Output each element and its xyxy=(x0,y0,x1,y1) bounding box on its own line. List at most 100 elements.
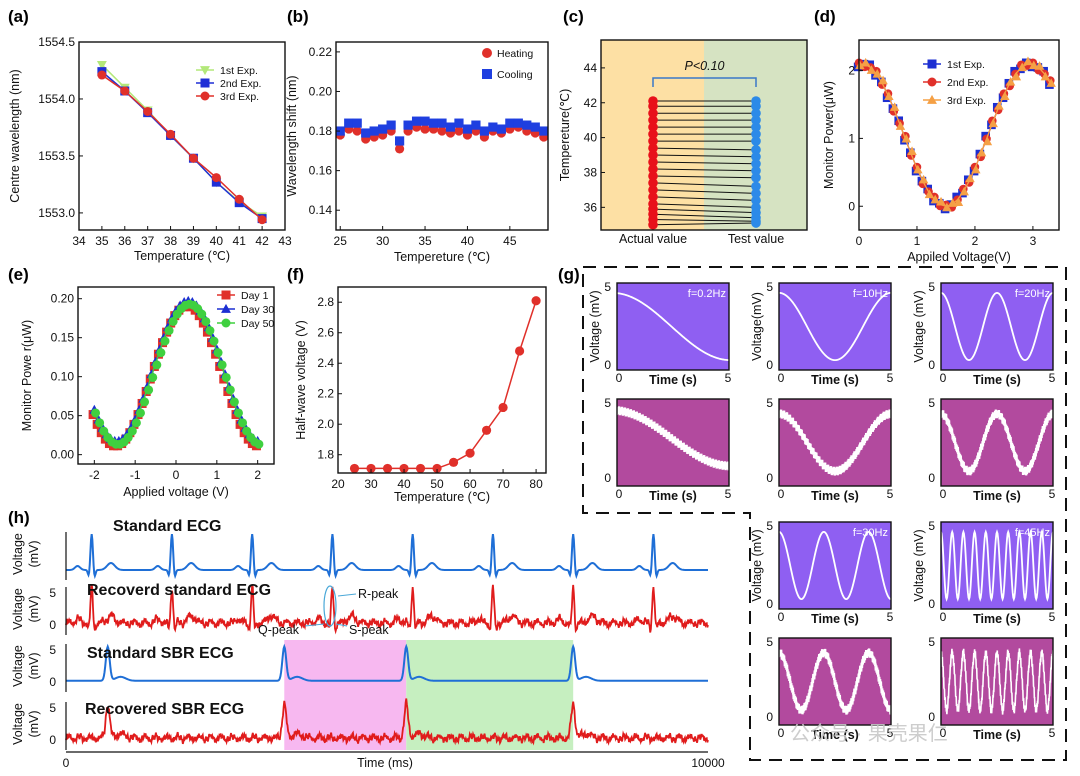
pair-line xyxy=(652,161,757,165)
x-axis-label: Time (s) xyxy=(811,373,859,387)
data-point xyxy=(505,118,515,128)
highlight-region xyxy=(284,640,407,750)
data-point xyxy=(513,118,523,128)
y-tick-label: 5 xyxy=(928,396,935,410)
data-point xyxy=(471,120,481,130)
data-point xyxy=(420,124,430,134)
y-tick-label: 40 xyxy=(584,131,598,145)
x-tick-label: 5 xyxy=(887,726,894,740)
y-axis-label: Wavelength shift (nm) xyxy=(285,75,299,196)
x-axis-label: Applied voltage (V) xyxy=(123,485,229,499)
y-tick-label: 5 xyxy=(766,635,773,649)
category-label: Test value xyxy=(728,232,784,246)
legend-label: Cooling xyxy=(497,69,533,81)
data-point xyxy=(127,426,137,436)
legend-label: 3rd Exp. xyxy=(947,95,986,107)
x-axis-label: Temperature (℃) xyxy=(134,249,230,263)
data-point xyxy=(242,426,252,436)
annotation-leader xyxy=(304,623,325,627)
y-tick-label: 0 xyxy=(848,199,855,213)
data-point xyxy=(428,118,439,128)
x-tick-label: 5 xyxy=(1049,610,1056,624)
actual-point xyxy=(648,108,658,119)
pair-line xyxy=(652,196,757,201)
y-axis-label: Voltage xyxy=(11,645,25,687)
x-tick-label: 2 xyxy=(254,468,261,482)
pair-line xyxy=(652,189,757,194)
data-point xyxy=(166,129,176,139)
significance-label: P<0.10 xyxy=(685,59,725,73)
data-point xyxy=(860,57,871,67)
watermark-text: 公众号 · 果壳果仁 xyxy=(790,722,948,745)
data-point xyxy=(378,124,388,134)
test-point xyxy=(751,165,761,176)
pair-line xyxy=(652,154,757,158)
x-tick-label: 5 xyxy=(725,371,732,385)
data-point xyxy=(97,70,107,80)
pair-line xyxy=(652,208,757,214)
test-point xyxy=(751,115,761,125)
annotation-leader xyxy=(337,593,357,597)
plot-frame xyxy=(337,286,547,474)
y-tick-label: 5 xyxy=(49,701,56,715)
x-tick-label: 40 xyxy=(461,234,475,248)
panel-label: (d) xyxy=(814,7,836,26)
y-tick-label: 0 xyxy=(604,358,611,372)
y-tick-label: 5 xyxy=(766,396,773,410)
y-tick-label: 44 xyxy=(584,61,598,75)
plot-frame xyxy=(858,39,1060,231)
x-tick-label: -2 xyxy=(89,468,100,482)
data-point xyxy=(445,122,456,132)
legend-marker xyxy=(482,48,492,58)
y-tick-label: 38 xyxy=(584,165,598,179)
data-point xyxy=(432,463,442,474)
test-point xyxy=(751,195,761,206)
x-tick-label: 37 xyxy=(141,234,155,248)
y-tick-label: 0.14 xyxy=(309,203,333,217)
y-tick-label: 0.10 xyxy=(51,370,75,384)
x-axis-label: Time (s) xyxy=(811,728,859,742)
legend-marker xyxy=(927,77,937,87)
x-tick-label: 3 xyxy=(1030,234,1037,248)
data-point xyxy=(366,463,376,474)
data-point xyxy=(913,164,923,174)
y-tick-label: 2.0 xyxy=(317,417,334,431)
y-tick-label: 0.22 xyxy=(309,45,333,59)
plot-frame xyxy=(778,282,892,371)
y-tick-label: 2.2 xyxy=(317,387,334,401)
x-tick-label: 30 xyxy=(364,477,378,491)
data-point xyxy=(361,128,371,138)
y-tick-label: 1553.5 xyxy=(38,149,75,163)
data-point xyxy=(131,418,141,428)
data-point xyxy=(942,202,952,212)
x-axis-label: Time (s) xyxy=(811,489,859,503)
y-tick-label: 5 xyxy=(766,519,773,533)
y-axis-label: Voltage (mV) xyxy=(588,290,602,362)
y-axis-label: Voltage xyxy=(11,703,25,745)
x-tick-label: 5 xyxy=(1049,487,1056,501)
data-point xyxy=(205,326,215,336)
y-tick-label: 36 xyxy=(584,200,598,214)
y-tick-label: 0 xyxy=(928,471,935,485)
y-tick-label: 0.15 xyxy=(51,331,75,345)
x-tick-label: 10000 xyxy=(691,756,725,770)
data-point xyxy=(901,133,911,143)
x-tick-label: 39 xyxy=(187,234,201,248)
x-axis-label: Temperature (℃) xyxy=(394,490,490,504)
data-point xyxy=(95,418,105,428)
data-point xyxy=(234,194,244,204)
actual-point xyxy=(648,150,658,160)
data-point xyxy=(254,439,264,449)
data-point xyxy=(140,397,150,407)
y-tick-label: 0 xyxy=(928,710,935,724)
data-point xyxy=(164,326,174,336)
data-point xyxy=(217,360,227,370)
legend-marker xyxy=(927,94,937,104)
plot-frame xyxy=(940,282,1054,371)
y-tick-label: 0 xyxy=(928,358,935,372)
x-tick-label: 0 xyxy=(616,487,623,501)
data-point xyxy=(135,408,145,418)
x-tick-label: 43 xyxy=(278,234,292,248)
x-axis-label: Time (s) xyxy=(649,373,697,387)
